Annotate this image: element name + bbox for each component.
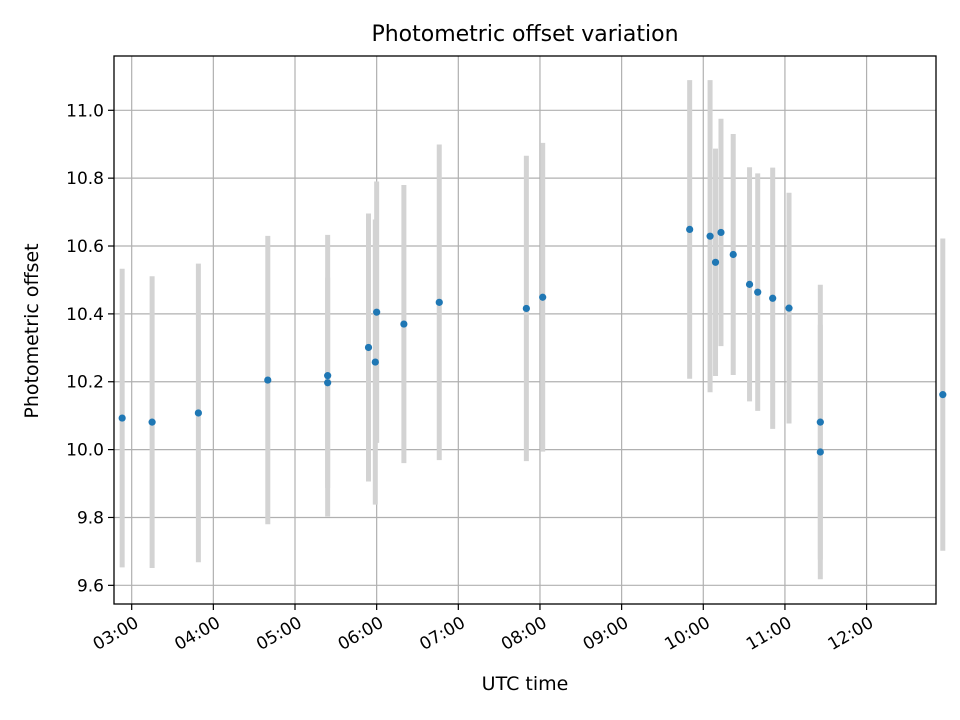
y-tick-label: 10.2 <box>66 373 104 393</box>
data-point <box>729 250 737 259</box>
data-point <box>324 372 332 380</box>
data-point <box>400 320 408 328</box>
data-point <box>371 358 379 366</box>
y-tick-label: 9.8 <box>77 508 104 528</box>
data-point <box>264 376 272 384</box>
data-point <box>769 294 777 302</box>
data-point <box>785 304 793 312</box>
x-tick-label: 11:00 <box>743 613 795 655</box>
y-tick-label: 11.0 <box>66 101 104 121</box>
x-tick-label: 12:00 <box>825 613 877 655</box>
data-point <box>706 232 714 240</box>
axes-frame <box>113 55 937 605</box>
data-point <box>522 304 530 313</box>
data-point <box>373 308 381 316</box>
x-tick-label: 06:00 <box>335 613 387 655</box>
chart-title: Photometric offset variation <box>371 22 679 47</box>
y-tick-label: 10.0 <box>66 441 104 461</box>
data-point <box>539 293 547 301</box>
data-point <box>816 418 824 426</box>
x-tick-label: 07:00 <box>416 613 468 655</box>
data-point <box>148 418 156 426</box>
data-point <box>745 280 754 288</box>
data-point <box>686 225 694 233</box>
data-point <box>711 258 720 266</box>
data-point <box>324 379 332 387</box>
data-point <box>435 298 443 306</box>
data-point <box>194 409 202 417</box>
y-tick-label: 10.4 <box>66 305 104 325</box>
x-tick-label: 04:00 <box>171 613 223 655</box>
x-tick-label: 10:00 <box>661 613 713 655</box>
y-tick-label: 10.8 <box>66 169 104 189</box>
y-axis-label: Photometric offset <box>21 243 43 419</box>
x-tick-label: 05:00 <box>253 613 305 655</box>
x-tick-label: 03:00 <box>90 613 142 655</box>
data-point <box>118 414 126 422</box>
data-point <box>939 391 947 399</box>
data-point <box>364 343 373 352</box>
y-tick-label: 9.6 <box>77 576 104 596</box>
x-axis-label: UTC time <box>481 673 569 695</box>
data-point <box>717 228 725 237</box>
data-point <box>816 448 824 456</box>
x-tick-label: 08:00 <box>498 613 550 655</box>
data-point <box>754 288 762 296</box>
x-tick-label: 09:00 <box>580 613 632 655</box>
y-tick-label: 10.6 <box>66 237 104 257</box>
